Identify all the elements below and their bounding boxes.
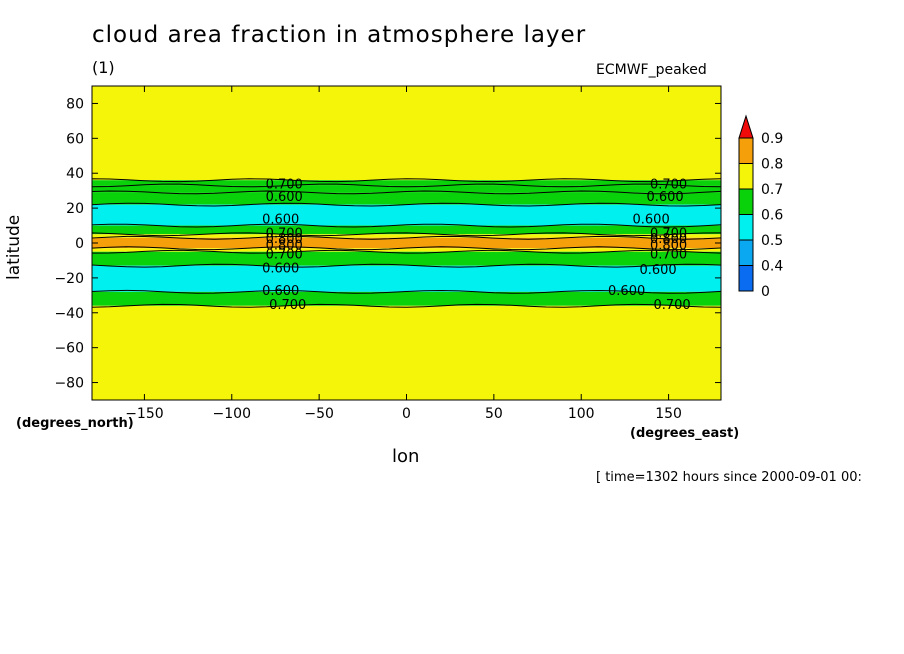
y-tick-label: −80: [54, 376, 84, 392]
y-axis-units: (degrees_north): [16, 416, 134, 431]
x-tick-label: −150: [125, 406, 163, 422]
contour-label: 0.700: [269, 298, 306, 313]
contour-label: 0.700: [266, 227, 303, 242]
contour-label: 0.800: [266, 232, 303, 247]
x-tick-label: 100: [568, 406, 595, 422]
colorbar-label: 0.6: [761, 208, 783, 224]
y-tick-label: 60: [66, 131, 84, 147]
contour-line: [91, 246, 722, 251]
contour-line: [91, 178, 722, 183]
colorbar-swatch: [738, 163, 754, 190]
contour-label: 0.600: [639, 263, 676, 278]
model-label: ECMWF_peaked: [596, 62, 707, 78]
contour-line: [91, 249, 722, 254]
contour-line: [91, 202, 722, 207]
contour-label: 0.600: [262, 261, 299, 276]
contour-label: 0.600: [633, 213, 670, 228]
contour-band: [92, 86, 721, 181]
x-axis-label: lon: [392, 446, 420, 467]
contour-band: [92, 234, 721, 238]
contour-label: 0.600: [262, 213, 299, 228]
contour-line: [91, 289, 722, 294]
contour-line: [91, 232, 722, 237]
contour-label: 0.600: [266, 190, 303, 205]
y-tick-label: −40: [54, 306, 84, 322]
contour-band: [92, 225, 721, 235]
contour-label: 0.800: [650, 232, 687, 247]
chart-title: cloud area fraction in atmosphere layer: [92, 22, 587, 48]
x-tick-label: 0: [402, 406, 411, 422]
contour-band: [92, 291, 721, 306]
contour-band: [92, 204, 721, 226]
contour-label: 0.700: [653, 298, 690, 313]
colorbar-swatch: [738, 137, 754, 164]
x-tick-label: 50: [485, 406, 503, 422]
colorbar-label: 0.7: [761, 182, 783, 198]
contour-line: [91, 183, 722, 188]
contour-line: [91, 235, 722, 240]
x-axis-units: (degrees_east): [630, 426, 740, 441]
contour-band: [92, 180, 721, 186]
y-tick-label: 80: [66, 96, 84, 112]
colorbar-label: 0.5: [761, 233, 783, 249]
contour-band: [92, 265, 721, 292]
y-tick-label: −20: [54, 271, 84, 287]
contour-label: 0.600: [608, 284, 645, 299]
contour-label: 0.600: [646, 190, 683, 205]
colorbar-swatch: [738, 265, 754, 292]
contour-label: 0.700: [650, 227, 687, 242]
contour-label: 0.700: [266, 247, 303, 262]
y-tick-label: 40: [66, 166, 84, 182]
y-tick-label: 20: [66, 201, 84, 217]
contour-band: [92, 192, 721, 205]
contour-label: 0.600: [262, 284, 299, 299]
contour-line: [91, 263, 722, 268]
x-tick-label: 150: [655, 406, 682, 422]
contour-band: [92, 185, 721, 193]
colorbar-swatch: [738, 188, 754, 215]
contour-label: 0.700: [266, 178, 303, 193]
contour-label: 0.700: [650, 247, 687, 262]
contour-label: 0.800: [266, 239, 303, 254]
colorbar-label: 0.8: [761, 157, 783, 173]
time-annotation: [ time=1302 hours since 2000-09-01 00:: [596, 470, 862, 485]
colorbar-label: 0: [761, 284, 770, 300]
colorbar-label: 0.4: [761, 259, 783, 275]
x-tick-label: −50: [304, 406, 334, 422]
colorbar-label: 0.9: [761, 131, 783, 147]
contour-line: [91, 190, 722, 195]
contour-band: [92, 248, 721, 252]
contour-line: [91, 223, 722, 228]
contour-band: [92, 251, 721, 266]
contour-line: [91, 303, 722, 308]
y-tick-label: 0: [75, 236, 84, 252]
colorbar-swatch: [738, 214, 754, 241]
contour-label: 0.700: [650, 178, 687, 193]
contour-band: [92, 305, 721, 400]
colorbar-swatch: [738, 239, 754, 266]
chart-subtitle: (1): [92, 58, 115, 77]
y-tick-label: −60: [54, 341, 84, 357]
contour-label: 0.800: [650, 239, 687, 254]
x-tick-label: −100: [213, 406, 251, 422]
contour-band: [92, 237, 721, 249]
colorbar-arrow: [738, 114, 754, 139]
